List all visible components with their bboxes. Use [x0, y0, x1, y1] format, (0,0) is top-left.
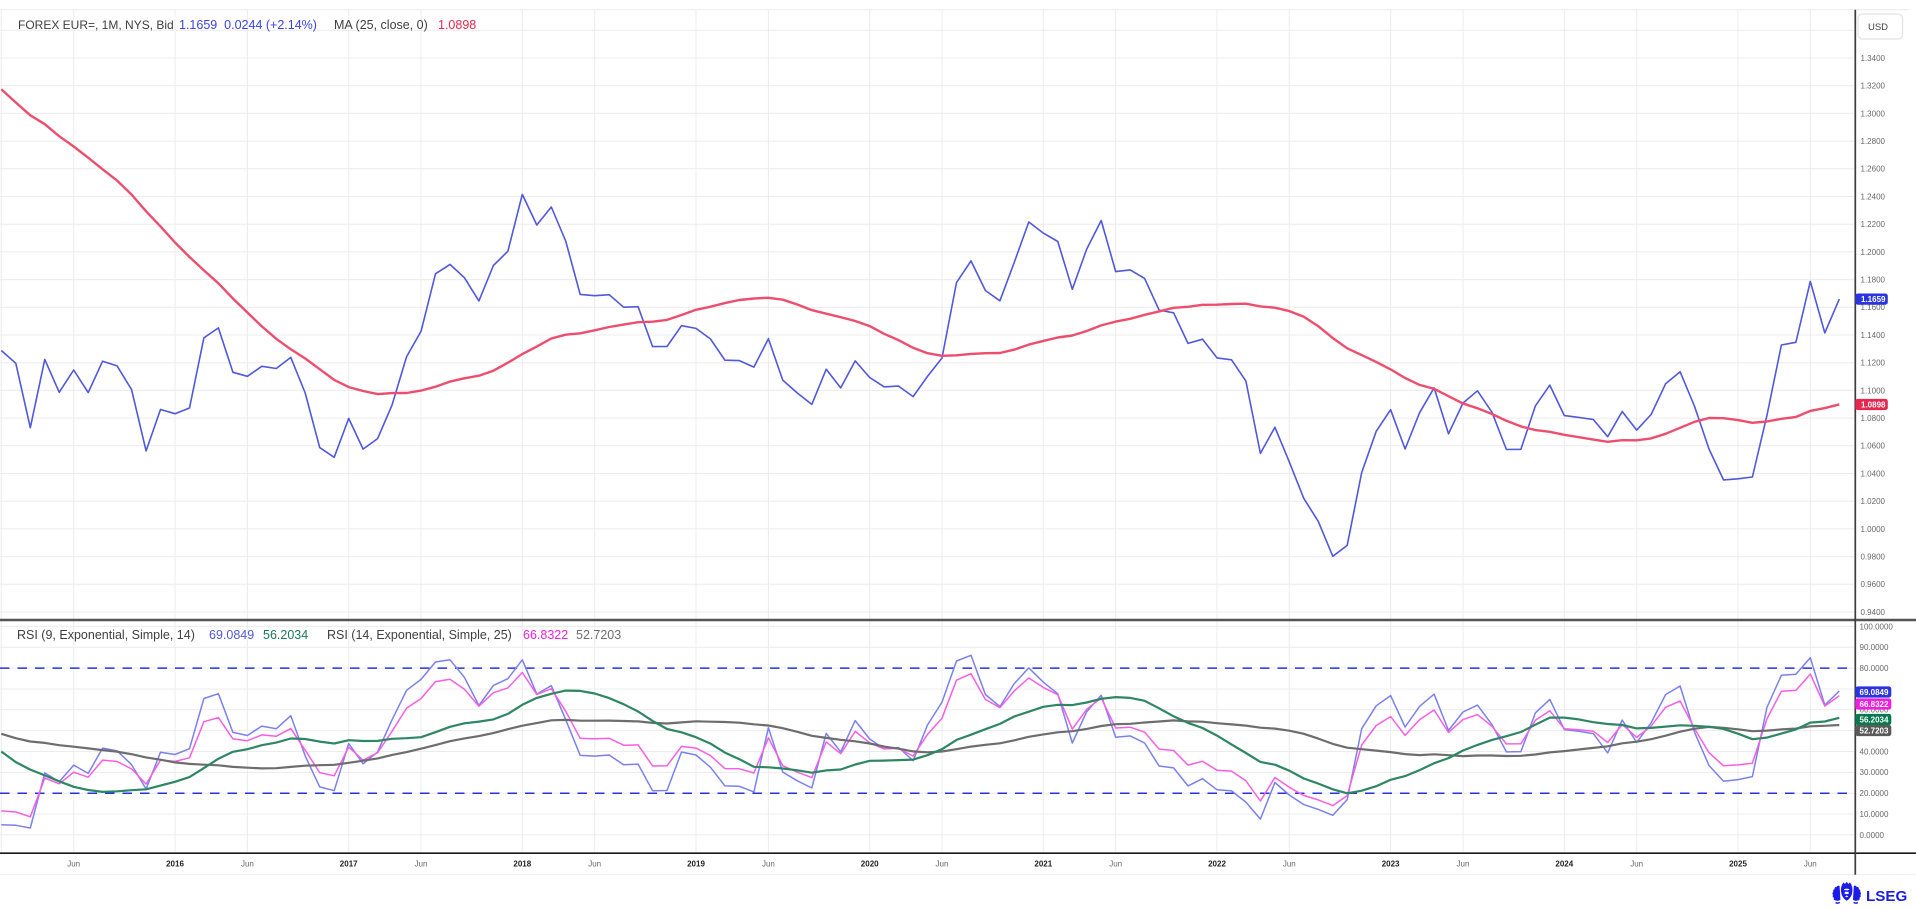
svg-text:Jun: Jun	[1804, 860, 1817, 869]
svg-text:0.0000: 0.0000	[1860, 831, 1885, 840]
svg-text:20.0000: 20.0000	[1860, 789, 1889, 798]
svg-text:Jun: Jun	[588, 860, 601, 869]
svg-text:RSI (9, Exponential, Simple, 1: RSI (9, Exponential, Simple, 14)	[17, 628, 195, 642]
svg-text:1.0000: 1.0000	[1861, 525, 1886, 534]
svg-text:RSI (14, Exponential, Simple,: RSI (14, Exponential, Simple, 25)	[327, 628, 512, 642]
svg-text:1.1200: 1.1200	[1861, 359, 1886, 368]
svg-text:Jun: Jun	[67, 860, 80, 869]
svg-text:1.0200: 1.0200	[1861, 497, 1886, 506]
svg-text:1.2600: 1.2600	[1861, 165, 1886, 174]
svg-text:2019: 2019	[687, 860, 705, 869]
svg-text:2018: 2018	[513, 860, 531, 869]
svg-text:Jun: Jun	[415, 860, 428, 869]
svg-text:1.2200: 1.2200	[1861, 220, 1886, 229]
svg-text:1.3200: 1.3200	[1861, 82, 1886, 91]
svg-text:66.8322: 66.8322	[1860, 700, 1889, 709]
svg-text:0.9600: 0.9600	[1861, 580, 1886, 589]
svg-text:1.1659: 1.1659	[1861, 295, 1886, 304]
svg-text:Jun: Jun	[241, 860, 254, 869]
svg-text:69.0849: 69.0849	[209, 628, 254, 642]
svg-text:69.0849: 69.0849	[1860, 688, 1889, 697]
svg-text:80.0000: 80.0000	[1860, 664, 1889, 673]
svg-text:56.2034: 56.2034	[263, 628, 308, 642]
svg-text:52.7203: 52.7203	[1860, 726, 1889, 735]
svg-text:1.1600: 1.1600	[1861, 303, 1886, 312]
svg-text:66.8322: 66.8322	[523, 628, 568, 642]
svg-text:USD: USD	[1868, 22, 1888, 33]
svg-text:1.3400: 1.3400	[1861, 54, 1886, 63]
svg-text:1.2800: 1.2800	[1861, 137, 1886, 146]
svg-text:2023: 2023	[1382, 860, 1400, 869]
svg-text:52.7203: 52.7203	[576, 628, 621, 642]
svg-text:1.1659 0.0244 (+2.14%): 1.1659 0.0244 (+2.14%)	[179, 18, 317, 32]
svg-text:1.1400: 1.1400	[1861, 331, 1886, 340]
svg-text:1.2400: 1.2400	[1861, 192, 1886, 201]
svg-text:2016: 2016	[166, 860, 184, 869]
svg-text:Jun: Jun	[1630, 860, 1643, 869]
svg-text:MA (25, close, 0): MA (25, close, 0)	[334, 18, 428, 32]
svg-text:1.2000: 1.2000	[1861, 248, 1886, 257]
svg-text:1.1800: 1.1800	[1861, 276, 1886, 285]
svg-text:Jun: Jun	[1457, 860, 1470, 869]
svg-text:30.0000: 30.0000	[1860, 768, 1889, 777]
svg-text:2022: 2022	[1208, 860, 1226, 869]
svg-text:LSEG: LSEG	[1866, 888, 1907, 905]
svg-text:90.0000: 90.0000	[1860, 643, 1889, 652]
svg-text:2017: 2017	[340, 860, 358, 869]
svg-text:56.2034: 56.2034	[1860, 715, 1889, 724]
svg-text:Jun: Jun	[1283, 860, 1296, 869]
svg-text:1.0898: 1.0898	[1861, 400, 1886, 409]
svg-text:2020: 2020	[861, 860, 879, 869]
svg-text:1.0800: 1.0800	[1861, 414, 1886, 423]
svg-text:Jun: Jun	[1109, 860, 1122, 869]
svg-text:FOREX EUR=, 1M, NYS, Bid: FOREX EUR=, 1M, NYS, Bid	[18, 18, 174, 32]
svg-text:1.0898: 1.0898	[438, 18, 476, 32]
svg-text:2024: 2024	[1555, 860, 1573, 869]
svg-text:60.0000: 60.0000	[1860, 706, 1889, 715]
svg-text:Jun: Jun	[936, 860, 949, 869]
svg-text:0.9800: 0.9800	[1861, 553, 1886, 562]
svg-text:1.0600: 1.0600	[1861, 442, 1886, 451]
svg-text:1.1000: 1.1000	[1861, 386, 1886, 395]
svg-text:10.0000: 10.0000	[1860, 810, 1889, 819]
svg-text:Jun: Jun	[762, 860, 775, 869]
svg-text:2021: 2021	[1034, 860, 1052, 869]
svg-text:2025: 2025	[1729, 860, 1747, 869]
svg-text:1.0400: 1.0400	[1861, 469, 1886, 478]
svg-text:40.0000: 40.0000	[1860, 747, 1889, 756]
svg-text:0.9400: 0.9400	[1861, 608, 1886, 617]
svg-text:100.0000: 100.0000	[1860, 622, 1894, 631]
svg-text:1.3000: 1.3000	[1861, 109, 1886, 118]
